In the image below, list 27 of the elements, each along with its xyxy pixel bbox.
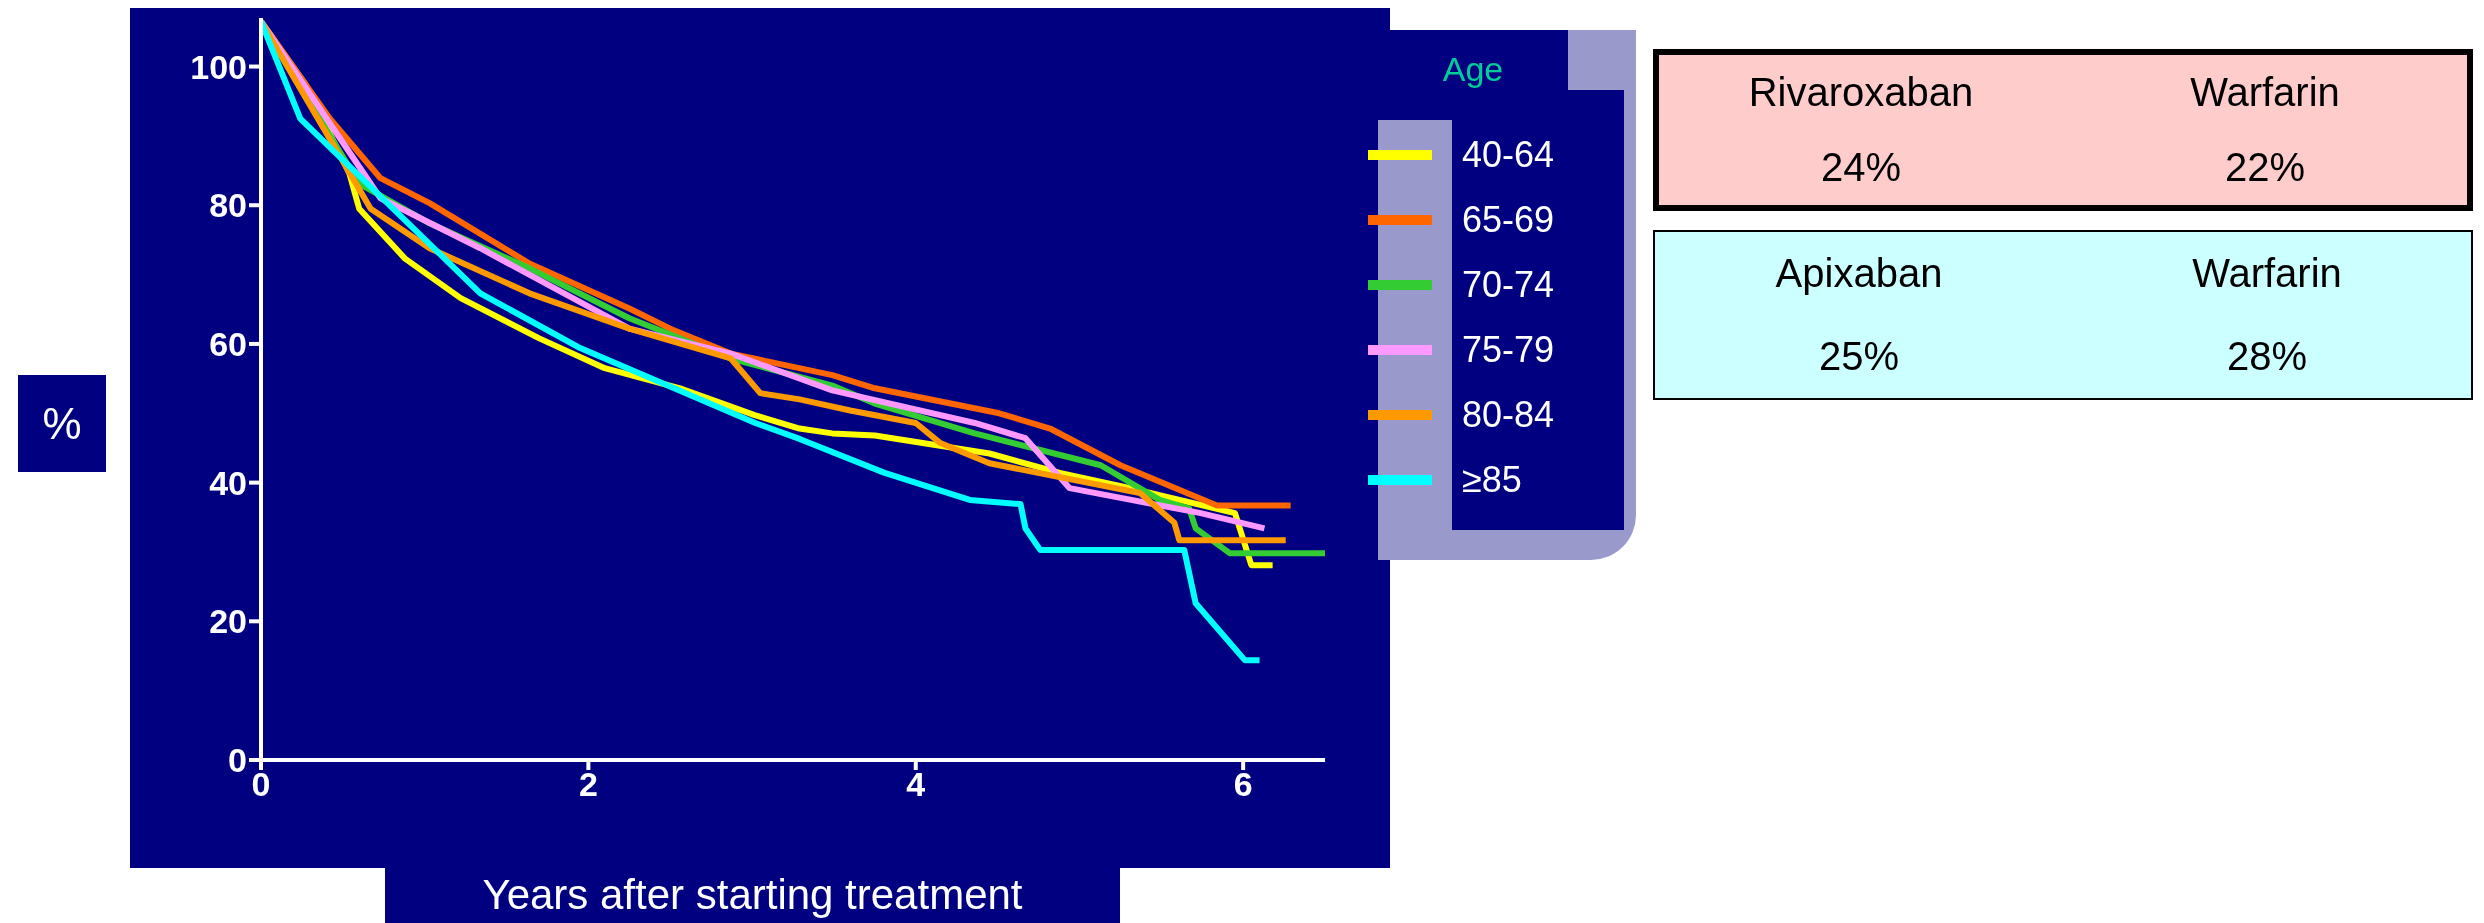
text: Warfarin: [2192, 251, 2342, 296]
y-axis-title: %: [18, 375, 106, 472]
text: 22%: [2224, 145, 2306, 190]
y-tick-label: 0: [228, 741, 247, 780]
x-tick-label: 6: [1233, 765, 1253, 804]
x-tick-label: 2: [578, 765, 598, 804]
x-axis-title: Years after starting treatment: [385, 866, 1120, 923]
legend-label: ≥85: [1462, 459, 1522, 501]
legend-label: 80-84: [1462, 394, 1555, 436]
text: Warfarin: [2190, 70, 2340, 115]
y-tick-label: 80: [209, 186, 247, 225]
legend-label: 65-69: [1462, 199, 1555, 241]
text: Apixaban: [1775, 251, 1943, 296]
text: 25%: [1818, 334, 1900, 379]
text: Rivaroxaban: [1748, 70, 1974, 115]
x-tick-label: 4: [906, 765, 926, 804]
text: 24%: [1820, 145, 1902, 190]
y-tick-label: 60: [209, 325, 247, 363]
y-tick-label: 40: [209, 463, 247, 502]
legend-label: 40-64: [1462, 134, 1555, 176]
y-tick-label: 100: [190, 47, 247, 86]
legend-title: Age: [1441, 50, 1505, 89]
text: 28%: [2226, 334, 2308, 379]
x-tick-label: 0: [251, 765, 271, 804]
legend-label: 70-74: [1462, 264, 1555, 306]
legend-label: 75-79: [1462, 329, 1555, 371]
y-tick-label: 20: [209, 602, 247, 641]
